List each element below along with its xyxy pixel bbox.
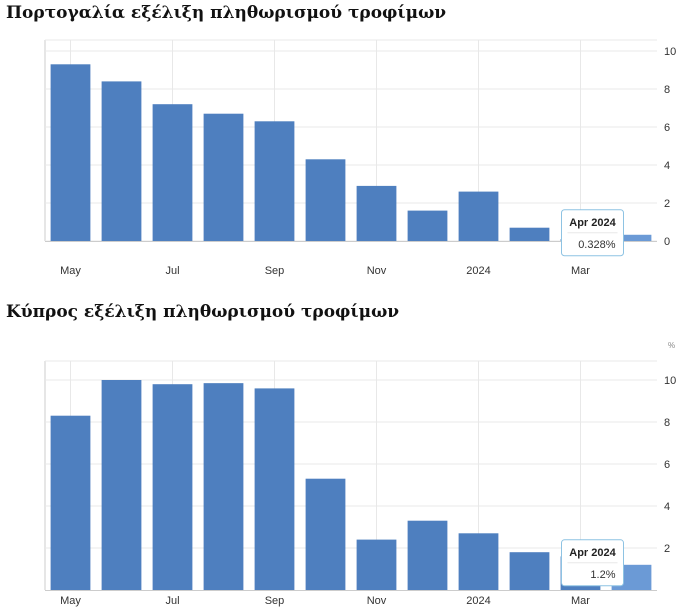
portugal-food-inflation-chart: 0 2 4 6 8 10 May Jul Sep Nov 2024 Mar Apr 2024 0.328% [44, 39, 676, 277]
x-tick-label: 2024 [466, 265, 490, 277]
bar-dec [407, 520, 448, 590]
unit-label: % [668, 341, 675, 350]
bar-may [50, 415, 91, 590]
chart-title-cyprus: Κύπρος εξέλιξη πληθωρισμού τροφίμων [6, 302, 400, 322]
x-tick-label: 2024 [466, 595, 490, 607]
x-tick-label: May [60, 265, 81, 277]
bar-jun [101, 380, 142, 590]
x-tick-label: Sep [265, 265, 285, 277]
x-tick-label: May [60, 595, 81, 607]
tooltip-value: 1.2% [590, 569, 615, 581]
y-tick-label: 10 [664, 46, 676, 58]
y-tick-label: 6 [664, 459, 670, 471]
tooltip-value: 0.328% [578, 239, 616, 251]
bar-feb [509, 227, 550, 241]
bar-oct [305, 478, 346, 590]
bar-sep [254, 388, 295, 590]
x-tick-label: Nov [367, 595, 387, 607]
y-tick-label: 8 [664, 417, 670, 429]
cyprus-food-inflation-chart: 2 4 6 8 10 May Jul Sep Nov 2024 Mar% Apr 2024 1.2% [44, 341, 676, 607]
bar-may [50, 64, 91, 241]
bar-2024 [458, 533, 499, 590]
y-tick-label: 10 [664, 375, 676, 387]
bar-feb [509, 552, 550, 590]
x-tick-label: Sep [265, 595, 285, 607]
y-tick-label: 2 [664, 543, 670, 555]
x-tick-label: Nov [367, 265, 387, 277]
bar-nov [356, 539, 397, 590]
bar-sep [254, 121, 295, 241]
bar-aug [203, 113, 244, 241]
bar-2024 [458, 191, 499, 241]
x-tick-label: Jul [165, 595, 179, 607]
y-tick-label: 4 [664, 160, 670, 172]
x-tick-label: Jul [165, 265, 179, 277]
y-tick-label: 0 [664, 236, 670, 248]
y-tick-label: 8 [664, 84, 670, 96]
bar-oct [305, 159, 346, 241]
bar-nov [356, 185, 397, 241]
bar-jul [152, 384, 193, 590]
tooltip-title: Apr 2024 [569, 547, 616, 559]
x-tick-label: Mar [571, 595, 590, 607]
bar-dec [407, 210, 448, 241]
bar-jun [101, 81, 142, 242]
chart-title-portugal: Πορτογαλία εξέλιξη πληθωρισμού τροφίμων [6, 3, 447, 23]
y-tick-label: 4 [664, 501, 670, 513]
x-tick-label: Mar [571, 265, 590, 277]
bar-apr-2024 [611, 234, 652, 241]
y-tick-label: 6 [664, 122, 670, 134]
bar-aug [203, 383, 244, 590]
y-tick-label: 2 [664, 198, 670, 210]
bar-jul [152, 104, 193, 241]
tooltip-title: Apr 2024 [569, 217, 616, 229]
